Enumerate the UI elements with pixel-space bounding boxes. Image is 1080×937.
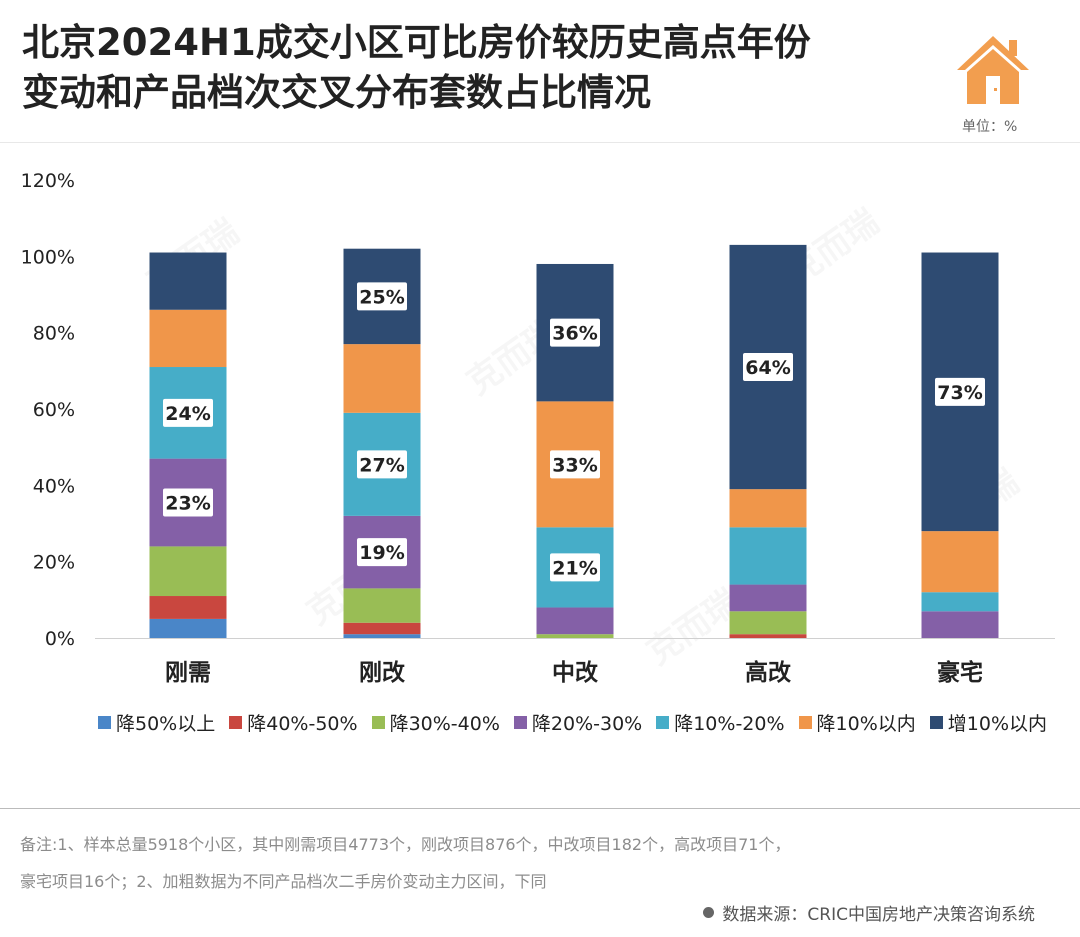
bar-segment: [729, 634, 807, 638]
data-label-box: [357, 450, 407, 479]
chart-title: 北京2024H1成交小区可比房价较历史高点年份 变动和产品档次交叉分布套数占比情…: [22, 18, 922, 118]
bar-segment: [921, 611, 999, 638]
bar-segment: [149, 596, 227, 619]
bar-segment: [149, 546, 227, 597]
bar-segment: [149, 252, 227, 310]
legend-swatch: [371, 715, 385, 729]
bar-segment: [149, 618, 227, 638]
y-tick-label: 100%: [21, 246, 75, 268]
data-label-box: [163, 398, 213, 427]
legend-item: 增10%以内: [929, 709, 1048, 736]
legend-swatch: [513, 715, 527, 729]
bar-segment: [729, 527, 807, 585]
house-icon: [957, 36, 1029, 104]
data-label-box: [550, 450, 600, 479]
legend-swatch: [229, 715, 243, 729]
data-label-box: [935, 377, 985, 406]
legend: 降50%以上 降40%-50% 降30%-40% 降20%-30% 降10%-20% 降1…: [98, 708, 1047, 736]
data-label: 36%: [552, 323, 597, 345]
bullet-icon: [703, 907, 715, 918]
legend-label: 降40%-50%: [247, 712, 358, 735]
legend-label: 降10%-20%: [674, 712, 785, 735]
bar-segment: [729, 584, 807, 612]
x-tick-label: 豪宅: [937, 659, 983, 686]
data-label: 27%: [359, 454, 404, 476]
footnote-line-2: 豪宅项目16个；2、加粗数据为不同产品档次二手房价变动主力区间，下同: [20, 872, 547, 891]
legend-item: 降40%-50%: [229, 709, 358, 736]
data-label-box: [743, 353, 793, 382]
x-tick-label: 中改: [552, 660, 598, 686]
footnote: 备注:1、样本总量5918个小区，其中刚需项目4773个，刚改项目876个，中改…: [20, 826, 1070, 900]
legend-label: 降20%-30%: [531, 712, 643, 735]
y-tick-label: 120%: [21, 170, 75, 192]
bar-segment: [921, 531, 999, 593]
y-tick-label: 60%: [33, 399, 75, 421]
stacked-bar-chart: 0% 20% 40% 60% 80% 100% 120% 刚需 刚改 中改 高改 豪宅 24% 23% 25…: [21, 170, 1055, 686]
y-tick-label: 40%: [33, 475, 75, 497]
legend-label: 降10%以内: [816, 712, 916, 735]
data-label-box: [550, 553, 600, 582]
bar-segment: [729, 611, 807, 635]
bar-segment: [343, 588, 421, 623]
bar-segment: [921, 592, 999, 612]
data-label: 21%: [552, 557, 597, 579]
bar-segment: [343, 634, 421, 638]
bar-segment: [343, 344, 421, 413]
bar-segment: [729, 489, 807, 528]
data-label-box: [163, 488, 213, 517]
data-label: 24%: [165, 403, 210, 425]
data-label: 64%: [745, 357, 790, 379]
bar-segment: [536, 634, 614, 638]
legend-item: 降20%-30%: [513, 709, 643, 736]
data-source-text: 数据来源：CRIC中国房地产决策咨询系统: [722, 905, 1035, 925]
title-line-1: 北京2024H1成交小区可比房价较历史高点年份: [22, 21, 811, 64]
footer-divider: [0, 808, 1080, 809]
bar-segment: [536, 607, 614, 635]
legend-swatch: [656, 715, 670, 729]
y-tick-label: 80%: [33, 323, 75, 345]
legend-swatch: [929, 715, 943, 729]
legend-swatch: [798, 715, 812, 729]
header-divider: [0, 142, 1080, 143]
legend-label: 降50%以上: [116, 712, 216, 735]
footnote-line-1: 备注:1、样本总量5918个小区，其中刚需项目4773个，刚改项目876个，中改…: [20, 835, 791, 854]
data-label-box: [550, 318, 600, 347]
x-tick-label: 刚改: [359, 660, 405, 686]
data-label-box: [357, 282, 407, 311]
title-line-2: 变动和产品档次交叉分布套数占比情况: [22, 71, 651, 114]
x-tick-label: 刚需: [165, 660, 211, 686]
legend-item: 降30%-40%: [371, 709, 500, 736]
data-label: 19%: [359, 542, 404, 564]
data-label-box: [357, 538, 407, 567]
x-tick-label: 高改: [745, 659, 791, 686]
bar-segment: [149, 309, 227, 368]
legend-swatch: [98, 715, 111, 729]
data-source: 数据来源：CRIC中国房地产决策咨询系统: [703, 900, 1035, 925]
legend-label: 增10%以内: [947, 712, 1048, 735]
data-label: 33%: [552, 454, 597, 476]
legend-label: 降30%-40%: [389, 712, 500, 735]
data-label: 25%: [359, 286, 404, 308]
legend-item: 降10%-20%: [656, 709, 785, 736]
legend-item: 降50%以上: [98, 709, 215, 736]
data-label: 23%: [165, 493, 210, 515]
bar-segment: [343, 622, 421, 635]
data-label: 73%: [937, 382, 982, 404]
legend-item: 降10%以内: [798, 709, 916, 736]
unit-label: 单位：%: [962, 119, 1018, 135]
y-tick-label: 0%: [45, 628, 75, 650]
y-tick-label: 20%: [33, 552, 75, 574]
